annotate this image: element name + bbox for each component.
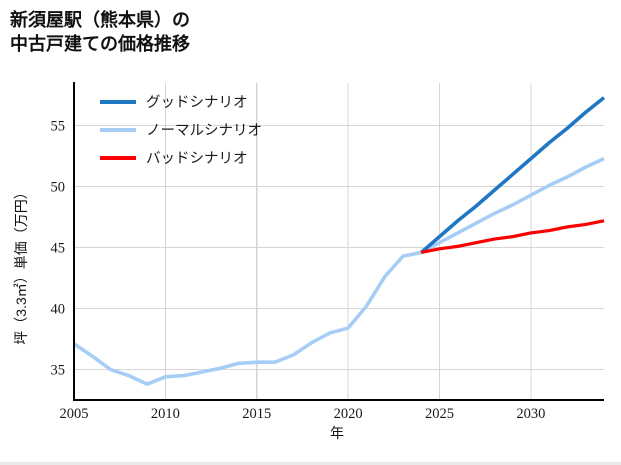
x-tick-label: 2025 <box>425 406 454 422</box>
x-tick-label: 2015 <box>242 406 271 422</box>
series-line-バッドシナリオ <box>420 219 605 255</box>
y-tick-label: 45 <box>51 241 66 257</box>
footer-divider <box>0 462 621 465</box>
x-axis-tick-labels: 2005 2010 2015 2020 2025 2030 <box>60 406 546 422</box>
y-axis-title: 坪（3.3㎡）単価（万円） <box>13 185 29 344</box>
chart-title-line-2: 中古戸建ての価格推移 <box>10 34 190 55</box>
chart-title-line-1: 新須屋駅（熊本県）の <box>10 10 190 30</box>
legend-label: バッドシナリオ <box>146 151 248 167</box>
series-line-ノーマルシナリオ <box>73 156 605 386</box>
series-line-グッドシナリオ <box>420 96 606 254</box>
x-tick-label: 2030 <box>516 406 545 422</box>
y-axis-tick-labels: 35 40 45 50 55 <box>51 119 66 379</box>
x-tick-label: 2010 <box>151 406 180 422</box>
page-title: 新須屋駅（熊本県）の 中古戸建ての価格推移 <box>10 8 190 57</box>
y-tick-label: 35 <box>51 363 66 379</box>
x-tick-label: 2005 <box>60 406 89 422</box>
y-tick-label: 50 <box>51 180 66 196</box>
x-axis-title: 年 <box>330 425 344 441</box>
y-tick-label: 55 <box>51 119 66 135</box>
legend-label: ノーマルシナリオ <box>146 123 262 139</box>
x-tick-label: 2020 <box>334 406 363 422</box>
y-tick-label: 40 <box>51 302 66 318</box>
data-series <box>73 96 606 386</box>
legend-label: グッドシナリオ <box>146 94 248 111</box>
axis-spines <box>72 82 604 402</box>
